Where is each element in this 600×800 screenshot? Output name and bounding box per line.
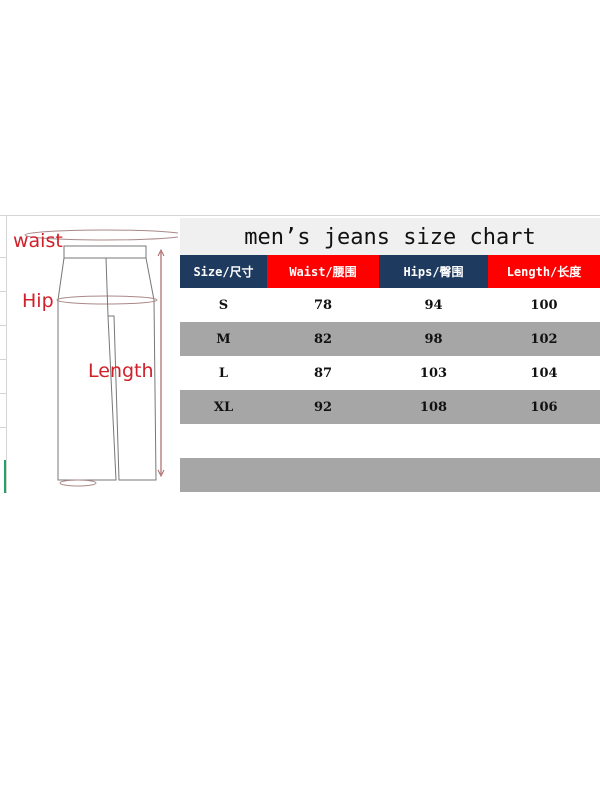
length-cell: 102 <box>530 331 558 347</box>
chart-title: men’s jeans size chart <box>180 218 600 255</box>
waist-cell: 87 <box>313 365 333 381</box>
table-row: M 82 98 102 <box>180 322 600 356</box>
waist-cell: 78 <box>313 297 333 313</box>
hips-cell: 98 <box>424 331 443 347</box>
length-cell: 106 <box>530 399 558 415</box>
empty-row <box>180 424 600 458</box>
length-cell: 100 <box>530 297 558 313</box>
table-row: XL 92 108 106 <box>180 390 600 424</box>
size-chart-table: men’s jeans size chart Size/尺寸 Waist/腰围 … <box>180 218 600 492</box>
size-cell: S <box>218 297 229 313</box>
size-cell: XL <box>213 399 234 415</box>
hips-cell: 108 <box>419 399 448 415</box>
hips-cell: 94 <box>424 297 443 313</box>
header-row: Size/尺寸 Waist/腰围 Hips/臀围 Length/长度 <box>180 255 600 288</box>
size-cell: M <box>216 331 231 347</box>
table-row: S 78 94 100 <box>180 288 600 322</box>
pants-outline-icon <box>24 229 186 487</box>
waist-cell: 92 <box>313 399 333 415</box>
waist-label: waist <box>13 230 63 252</box>
length-label: Length <box>88 360 154 382</box>
header-waist: Waist/腰围 <box>267 255 379 288</box>
empty-row <box>180 458 600 492</box>
size-cell: L <box>218 365 229 381</box>
header-length: Length/长度 <box>488 255 600 288</box>
length-cell: 104 <box>530 365 558 381</box>
hips-cell: 103 <box>419 365 448 381</box>
header-size: Size/尺寸 <box>180 255 267 288</box>
waist-cell: 82 <box>313 331 333 347</box>
hip-label: Hip <box>22 290 54 312</box>
table-row: L 87 103 104 <box>180 356 600 390</box>
header-hips: Hips/臀围 <box>379 255 488 288</box>
pants-diagram: waist Hip Length <box>6 218 186 492</box>
